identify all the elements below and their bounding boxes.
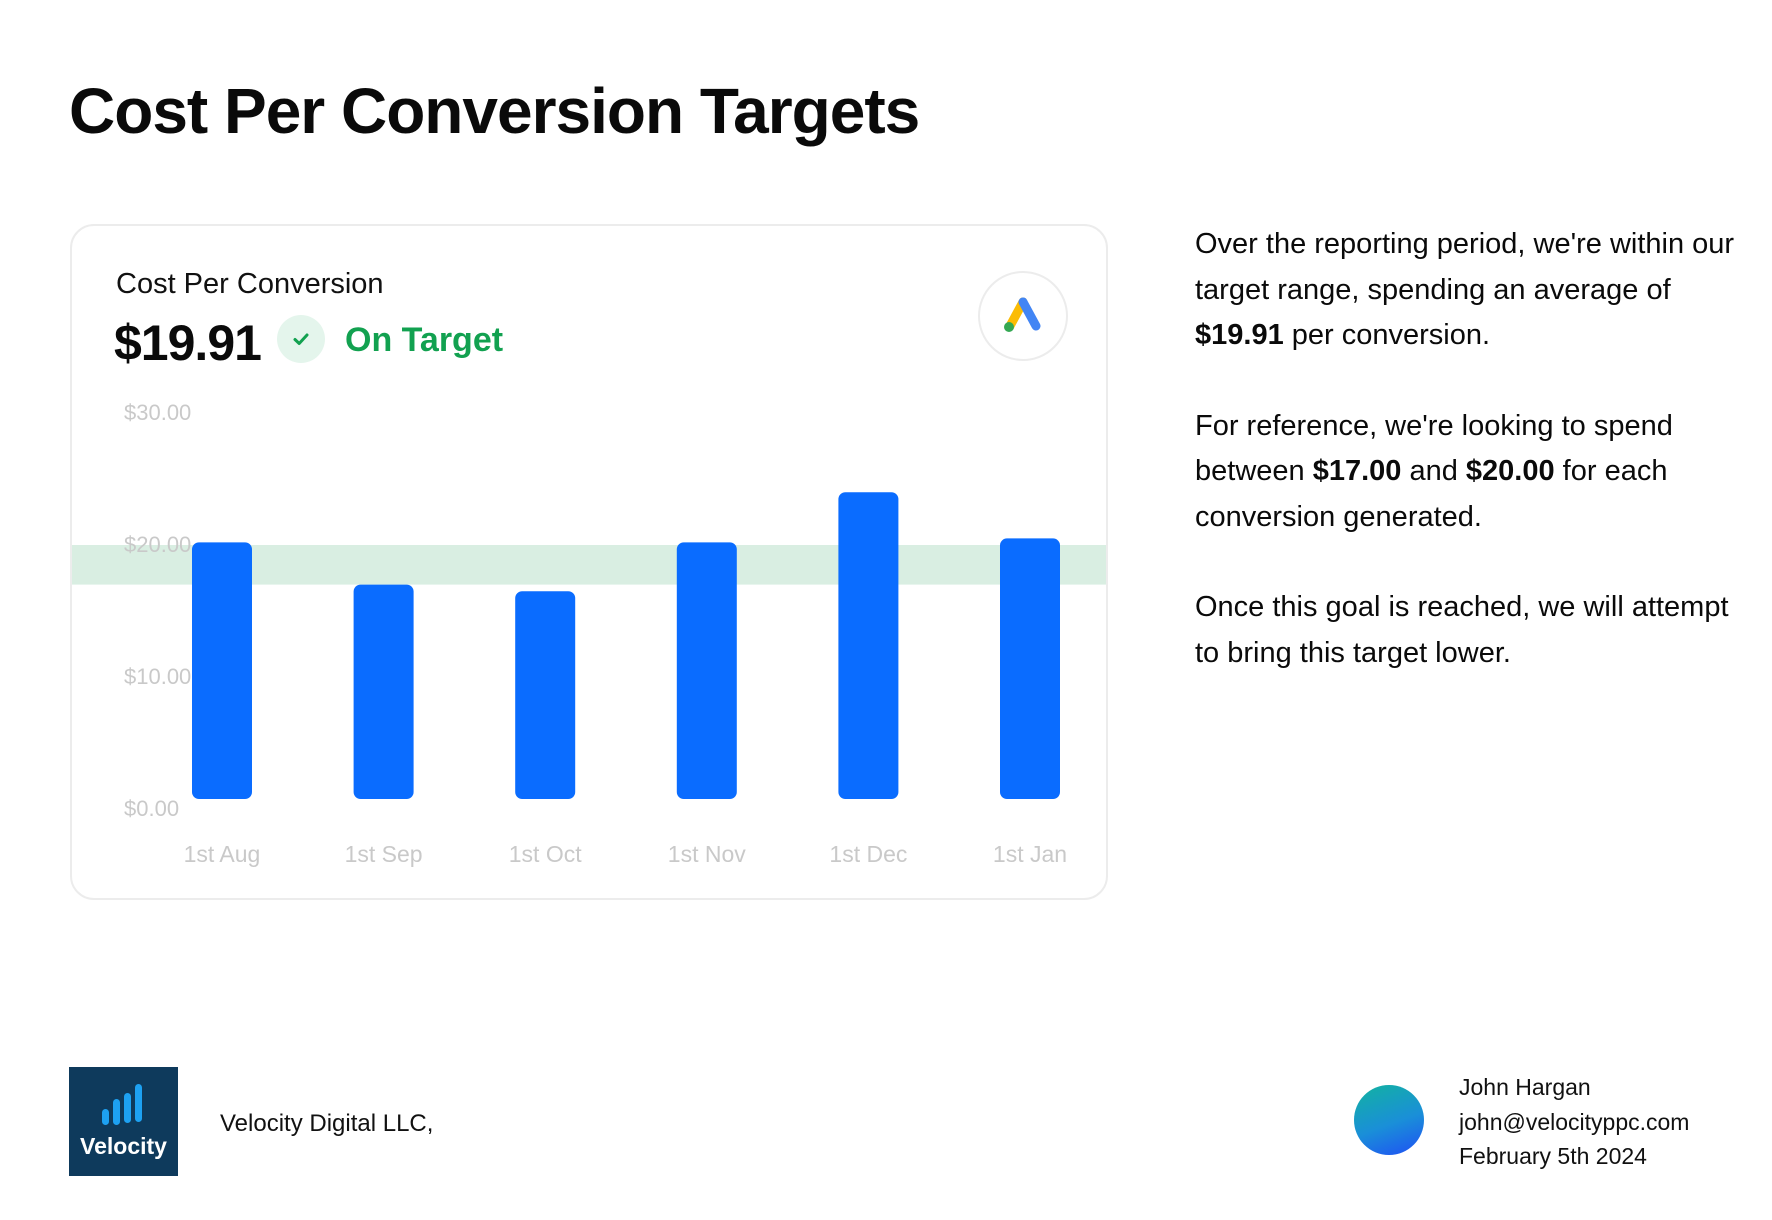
chart-card: $0.00 $10.00 $20.00 $30.00 1st Aug 1st Sep 1st… bbox=[70, 224, 1108, 900]
x-tick-label: 1st Jan bbox=[993, 841, 1067, 867]
velocity-logo: Velocity bbox=[69, 1067, 178, 1176]
contact-block: John Hargan john@velocityppc.com Februar… bbox=[1459, 1070, 1689, 1174]
x-tick-label: 1st Dec bbox=[829, 841, 907, 867]
report-date: February 5th 2024 bbox=[1459, 1143, 1647, 1169]
y-tick-label: $0.00 bbox=[124, 796, 179, 821]
company-name: Velocity Digital LLC, bbox=[220, 1110, 434, 1137]
contact-email[interactable]: john@velocityppc.com bbox=[1459, 1108, 1690, 1135]
y-tick-label: $30.00 bbox=[124, 400, 191, 425]
status-badge: On Target bbox=[345, 321, 504, 359]
commentary-paragraph-1: Over the reporting period, we're within … bbox=[1195, 228, 1735, 351]
x-tick-label: 1st Aug bbox=[184, 841, 261, 867]
bar bbox=[676, 542, 737, 799]
commentary: Over the reporting period, we're within … bbox=[1195, 222, 1735, 721]
velocity-logo-text: Velocity bbox=[80, 1133, 167, 1159]
avatar bbox=[1354, 1085, 1424, 1155]
bar bbox=[838, 492, 899, 799]
check-icon bbox=[277, 315, 325, 363]
metric-value: $19.91 bbox=[114, 315, 262, 371]
bar bbox=[515, 591, 576, 799]
velocity-bars-icon bbox=[102, 1084, 142, 1125]
metric-label: Cost Per Conversion bbox=[116, 268, 384, 300]
commentary-paragraph-2: For reference, we're looking to spend be… bbox=[1195, 409, 1673, 533]
google-ads-icon bbox=[978, 271, 1068, 361]
bar-chart: $0.00 $10.00 $20.00 $30.00 1st Aug 1st Sep 1st… bbox=[72, 400, 1106, 867]
x-tick-label: 1st Nov bbox=[668, 841, 746, 867]
y-tick-label: $20.00 bbox=[124, 532, 191, 557]
x-tick-label: 1st Sep bbox=[345, 841, 423, 867]
commentary-paragraph-3: Once this goal is reached, we will attem… bbox=[1195, 591, 1729, 669]
contact-name: John Hargan bbox=[1459, 1074, 1591, 1100]
bar bbox=[353, 584, 414, 799]
x-tick-label: 1st Oct bbox=[509, 841, 582, 867]
page-title: Cost Per Conversion Targets bbox=[69, 75, 920, 147]
bar bbox=[1000, 538, 1060, 799]
bar bbox=[192, 542, 252, 799]
y-tick-label: $10.00 bbox=[124, 664, 191, 689]
